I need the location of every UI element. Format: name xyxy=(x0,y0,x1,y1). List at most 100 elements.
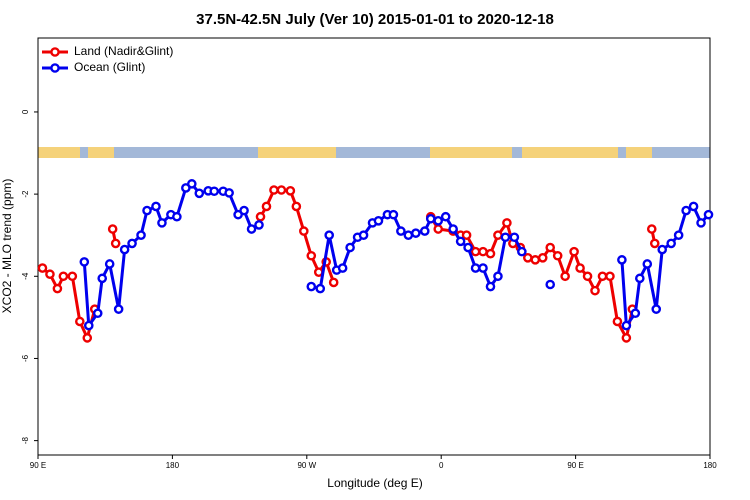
y-tick-label: -6 xyxy=(21,354,30,362)
data-point xyxy=(151,201,161,212)
data-point xyxy=(97,273,108,284)
data-point xyxy=(517,246,527,257)
land-band xyxy=(38,147,80,158)
data-point xyxy=(110,238,121,249)
data-point xyxy=(688,201,699,212)
data-point xyxy=(502,218,512,228)
data-point xyxy=(113,304,124,314)
data-point xyxy=(75,316,85,327)
data-point xyxy=(337,263,348,273)
land-band xyxy=(430,147,512,158)
data-point xyxy=(324,230,335,241)
x-tick-label: 90 W xyxy=(297,461,316,470)
data-point xyxy=(37,263,48,273)
data-point xyxy=(642,259,653,269)
data-point xyxy=(396,226,406,236)
data-point xyxy=(485,248,496,259)
data-point xyxy=(500,232,511,243)
data-point xyxy=(605,271,615,282)
ocean-band xyxy=(38,147,710,158)
land-band xyxy=(626,147,652,158)
data-point xyxy=(597,271,608,282)
data-point xyxy=(635,273,645,284)
legend-marker xyxy=(50,47,60,57)
data-point xyxy=(411,228,421,238)
data-point xyxy=(104,259,115,269)
data-point xyxy=(478,263,488,273)
data-point xyxy=(269,185,279,195)
data-point xyxy=(107,224,118,234)
data-point xyxy=(239,205,249,216)
data-point xyxy=(299,226,309,236)
data-point xyxy=(306,250,317,261)
data-point xyxy=(345,242,355,253)
data-point xyxy=(646,224,657,234)
land-ocean-strip xyxy=(38,147,710,158)
x-tick-label: 90 E xyxy=(30,461,46,470)
y-tick-label: -8 xyxy=(21,437,30,445)
data-point xyxy=(590,285,600,296)
data-point xyxy=(470,246,481,257)
data-point xyxy=(224,188,234,198)
land-band xyxy=(88,147,114,158)
data-point xyxy=(403,230,414,241)
data-point xyxy=(315,283,326,294)
data-point xyxy=(79,257,90,267)
data-point xyxy=(67,271,78,282)
data-point xyxy=(681,205,691,216)
data-point xyxy=(433,216,444,226)
data-point xyxy=(582,271,593,282)
data-point xyxy=(82,333,93,343)
data-point xyxy=(83,320,94,331)
data-point xyxy=(119,244,130,255)
data-point xyxy=(388,209,399,220)
data-point xyxy=(478,246,488,257)
data-point xyxy=(509,232,520,243)
data-point xyxy=(433,224,444,234)
data-point xyxy=(666,238,676,249)
data-point xyxy=(419,226,430,236)
data-point xyxy=(261,201,272,212)
land-band xyxy=(258,147,336,158)
data-point xyxy=(45,269,55,280)
data-point xyxy=(493,230,503,241)
data-point xyxy=(254,220,264,230)
data-point xyxy=(246,224,257,234)
data-point xyxy=(157,218,167,228)
data-point xyxy=(448,224,458,234)
data-point xyxy=(461,230,472,241)
chart-title: 37.5N-42.5N July (Ver 10) 2015-01-01 to … xyxy=(196,11,554,28)
data-point xyxy=(136,230,146,241)
data-point xyxy=(569,246,579,257)
data-point xyxy=(92,308,103,319)
data-point xyxy=(285,186,296,196)
data-point xyxy=(291,201,302,212)
x-tick-label: 90 E xyxy=(567,461,583,470)
data-point xyxy=(545,279,556,290)
legend: Land (Nadir&Glint) Ocean (Glint) xyxy=(42,44,173,74)
data-point xyxy=(470,263,481,273)
data-point xyxy=(696,218,706,228)
plot-frame xyxy=(37,37,711,456)
data-point xyxy=(187,179,197,189)
x-axis-label: Longitude (deg E) xyxy=(327,476,422,490)
data-point xyxy=(657,244,668,255)
legend-marker xyxy=(50,63,60,73)
data-point xyxy=(649,238,660,249)
x-tick-label: 180 xyxy=(703,461,717,470)
data-point xyxy=(612,316,623,327)
data-point xyxy=(52,283,63,294)
data-point xyxy=(630,308,641,319)
data-point xyxy=(58,271,69,282)
land-band xyxy=(522,147,618,158)
data-point xyxy=(455,236,466,247)
data-point xyxy=(328,277,339,288)
data-point xyxy=(617,255,627,265)
data-point xyxy=(306,281,317,292)
x-tick-label: 0 xyxy=(439,461,444,470)
data-point xyxy=(358,230,369,241)
data-point xyxy=(255,211,266,222)
data-point xyxy=(463,242,473,253)
data-point xyxy=(673,230,684,241)
